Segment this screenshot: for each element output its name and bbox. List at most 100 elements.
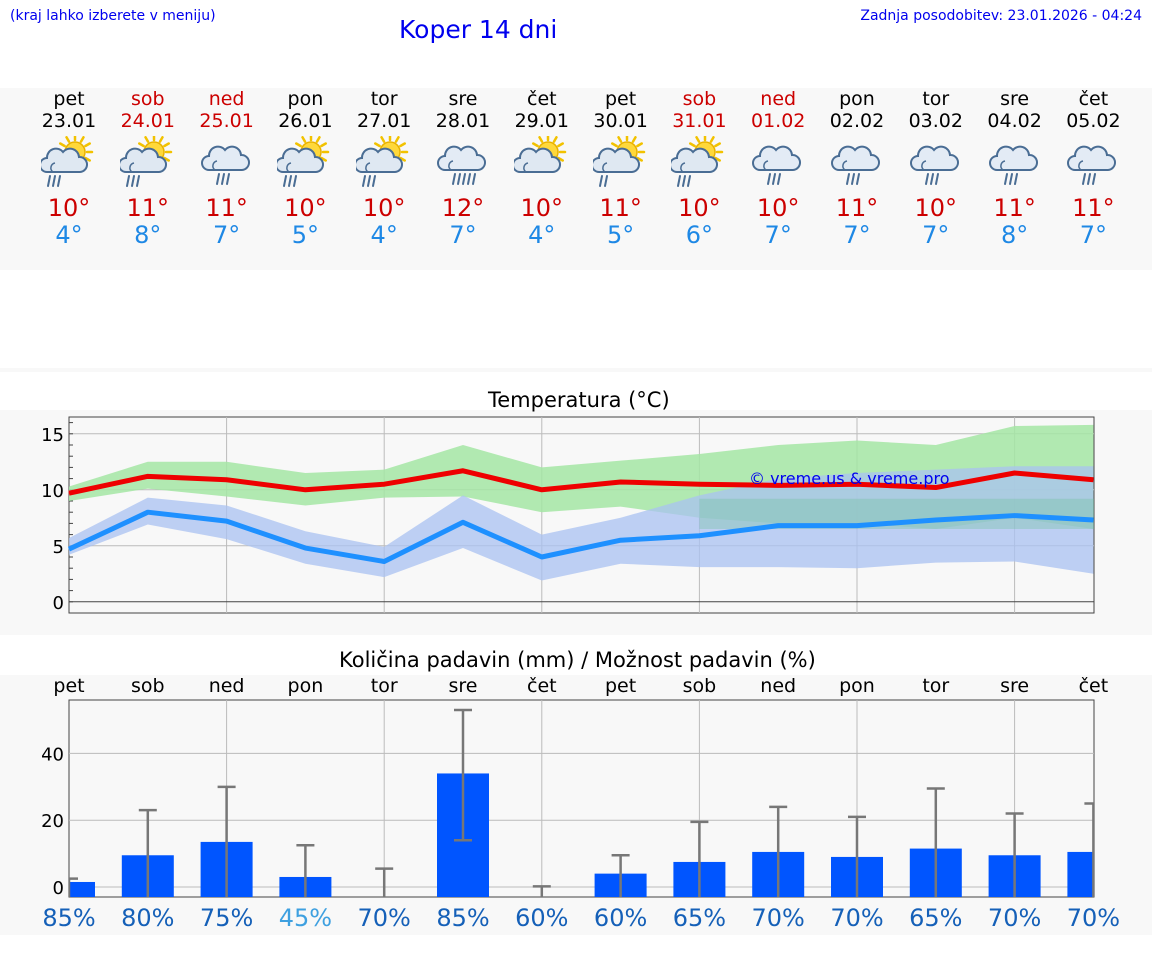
sun-cloud-rain-icon [356, 136, 409, 187]
max-temp-point [777, 484, 779, 486]
forecast-day: čet 05.02 11° 7° [1053, 88, 1133, 248]
min-temp: 7° [843, 221, 871, 249]
x-category-label: tor [371, 675, 398, 697]
day-name: čet [527, 88, 557, 110]
max-temp-point [620, 481, 622, 483]
forecast-band [0, 88, 1152, 270]
min-temp: 7° [449, 221, 477, 249]
min-temp-point [541, 556, 543, 558]
precip-probability: 60% [515, 904, 568, 932]
precip-probability: 70% [988, 904, 1041, 932]
x-category-label: ned [760, 675, 796, 697]
precip-probability: 65% [909, 904, 962, 932]
menu-hint[interactable]: (kraj lahko izberete v meniju) [10, 8, 216, 24]
temp-chart-title: Temperatura (°C) [488, 388, 670, 412]
min-temp-point [1092, 519, 1094, 521]
y-tick-label: 5 [53, 537, 64, 558]
x-category-label: sob [683, 675, 717, 697]
x-category-label: pet [605, 675, 636, 697]
min-temp-point [68, 548, 70, 550]
forecast-day: pet 30.01 11° 5° [581, 88, 661, 248]
x-category-label: sre [449, 675, 478, 697]
forecast-day: čet 29.01 10° 4° [502, 88, 582, 248]
y-tick-label: 0 [53, 593, 64, 614]
min-temp: 5° [291, 221, 320, 249]
day-date: 31.01 [672, 110, 727, 132]
min-temp: 4° [370, 221, 398, 249]
min-temp: 7° [212, 221, 241, 249]
day-date: 01.02 [750, 110, 806, 132]
x-category-label: čet [527, 675, 557, 697]
precip-probability: 70% [358, 904, 411, 932]
y-tick-label: 40 [41, 744, 64, 765]
max-temp-point [935, 487, 937, 489]
min-temp-point [935, 519, 937, 521]
max-temp-point [698, 483, 700, 485]
precip-probability: 85% [42, 904, 95, 932]
precip-probability: 70% [752, 904, 805, 932]
max-temp: 10° [914, 194, 958, 222]
cloud-heavy-rain-icon [437, 145, 486, 185]
precip-chart-title: Količina padavin (mm) / Možnost padavin … [339, 648, 816, 672]
max-temp-point [147, 475, 149, 477]
forecast-day: pon 02.02 11° 7° [817, 88, 897, 248]
precip-probability: 75% [200, 904, 253, 932]
max-temp-point [226, 479, 228, 481]
max-temp-point [1092, 479, 1094, 481]
min-temp: 7° [764, 221, 792, 249]
min-temp: 4° [55, 221, 83, 249]
sun-cloud-icon [513, 136, 567, 173]
max-temp-point [68, 492, 70, 494]
day-date: 04.02 [987, 110, 1042, 132]
precip-probability: 60% [594, 904, 647, 932]
precipitation-chart: pet sob ned pon tor sre čet pet sob ned pon tor sre č… [41, 675, 1120, 932]
y-tick-label: 0 [53, 878, 64, 899]
precip-bar [69, 881, 95, 897]
day-name: ned [760, 88, 797, 110]
watermark: © vreme.us & vreme.pro [749, 469, 950, 488]
max-temp: 11° [205, 194, 248, 222]
min-temp: 5° [606, 221, 635, 249]
day-name: sob [131, 88, 165, 110]
max-temp: 11° [1072, 194, 1115, 222]
min-temp-point [620, 539, 622, 541]
day-date: 02.02 [829, 110, 885, 132]
day-name: čet [1078, 88, 1109, 110]
cloud-rain-icon [1067, 145, 1117, 185]
forecast-day: sre 28.01 12° 7° [423, 88, 503, 248]
day-date: 03.02 [908, 110, 963, 132]
day-name: pon [839, 88, 875, 110]
min-temp-point [383, 560, 385, 562]
page-title: Koper 14 dni [399, 15, 558, 44]
cloud-rain-icon [988, 145, 1038, 185]
x-category-label: čet [1079, 675, 1109, 697]
max-temp: 10° [47, 194, 91, 222]
last-update: Zadnja posodobitev: 23.01.2026 - 04:24 [860, 8, 1142, 24]
forecast-day: sre 04.02 11° 8° [975, 88, 1055, 248]
forecast-day: ned 01.02 10° 7° [738, 88, 818, 248]
max-temp: 12° [441, 194, 485, 222]
cloud-rain-icon [831, 145, 880, 185]
min-temp: 6° [685, 221, 714, 249]
forecast-day: sob 24.01 11° 8° [108, 88, 188, 248]
x-category-label: pon [839, 675, 875, 697]
cloud-rain-icon [752, 145, 802, 185]
precip-probability: 80% [121, 904, 174, 932]
max-temp-point [541, 489, 543, 491]
max-temp-point [383, 483, 385, 485]
day-name: sob [682, 88, 717, 110]
day-date: 30.01 [593, 110, 648, 132]
min-temp: 7° [1079, 221, 1108, 249]
forecast-day: pet 23.01 10° 4° [29, 88, 109, 248]
sun-cloud-light-rain-icon [592, 136, 645, 187]
max-temp: 10° [284, 194, 327, 222]
min-temp: 4° [528, 221, 556, 249]
min-temp-point [1014, 515, 1016, 517]
max-temp-line [68, 468, 1094, 496]
max-temp: 11° [993, 194, 1036, 222]
x-category-label: tor [922, 675, 949, 697]
precip-probability: 70% [830, 904, 883, 932]
precip-bar [1067, 851, 1094, 897]
cloud-rain-icon [909, 145, 959, 185]
day-name: ned [208, 88, 245, 110]
